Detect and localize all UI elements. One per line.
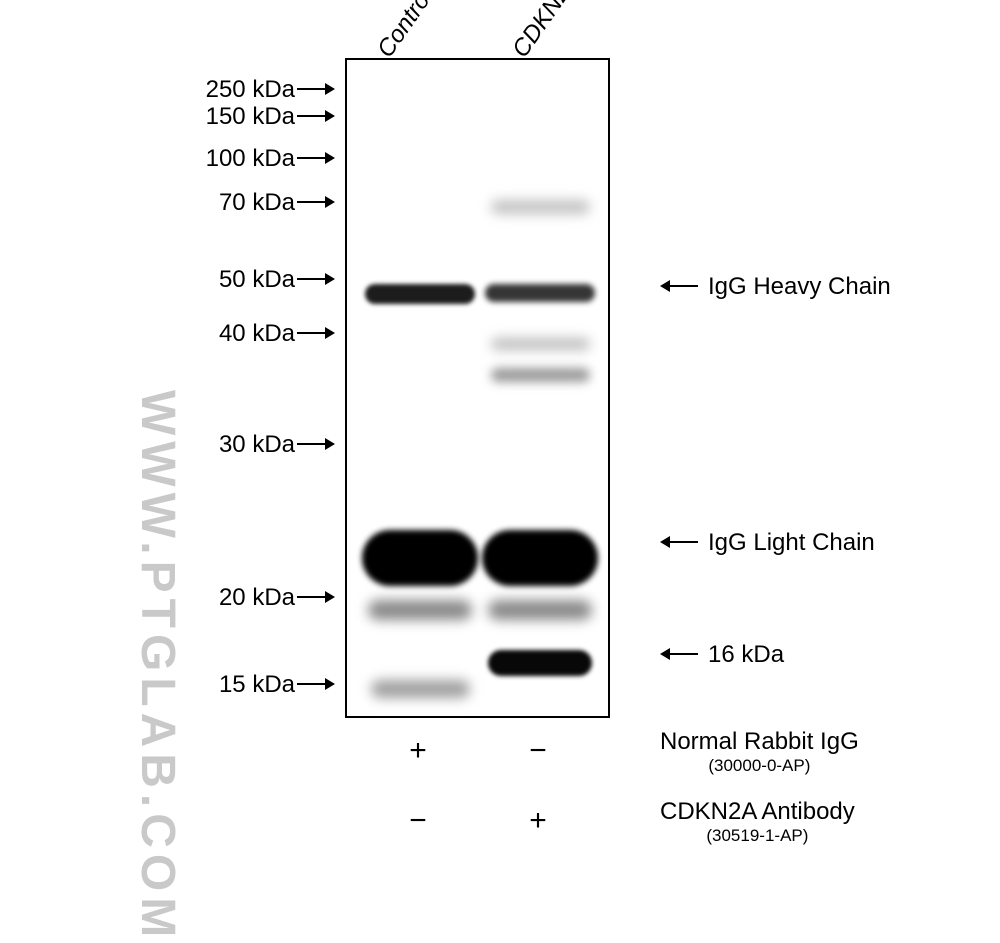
mw-marker-text: 100 kDa xyxy=(206,145,295,173)
band-annotation: IgG Heavy Chain xyxy=(660,273,891,301)
mw-marker-label: 15 kDa xyxy=(219,671,335,699)
arrow-right-icon xyxy=(297,436,335,452)
blot-band xyxy=(491,338,590,350)
mw-marker-label: 30 kDa xyxy=(219,431,335,459)
mw-marker-text: 30 kDa xyxy=(219,431,295,459)
lane-1 xyxy=(365,60,475,716)
mw-marker-text: 50 kDa xyxy=(219,266,295,294)
lane-2-header: CDKN2A xyxy=(507,0,586,63)
antibody-catalog: (30000-0-AP) xyxy=(660,756,859,776)
mw-marker-label: 250 kDa xyxy=(206,76,335,104)
arrow-left-icon xyxy=(660,646,698,662)
band-annotation-text: IgG Light Chain xyxy=(708,529,875,557)
mw-marker-label: 50 kDa xyxy=(219,266,335,294)
blot-band xyxy=(365,284,475,304)
antibody-name-block: CDKN2A Antibody(30519-1-AP) xyxy=(660,798,855,846)
mw-marker-label: 70 kDa xyxy=(219,189,335,217)
arrow-left-icon xyxy=(660,534,698,550)
mw-marker-text: 20 kDa xyxy=(219,584,295,612)
antibody-lane2-sign: − xyxy=(524,734,552,768)
blot-band xyxy=(368,600,473,620)
antibody-name: Normal Rabbit IgG xyxy=(660,728,859,756)
blot-band xyxy=(491,200,590,214)
blot-band xyxy=(482,530,598,586)
mw-marker-label: 150 kDa xyxy=(206,103,335,131)
arrow-right-icon xyxy=(297,325,335,341)
blot-band xyxy=(491,368,590,382)
blot-band xyxy=(371,680,470,698)
mw-marker-text: 40 kDa xyxy=(219,320,295,348)
arrow-right-icon xyxy=(297,194,335,210)
lane-2 xyxy=(485,60,595,716)
lane-1-header: Control IgG xyxy=(372,0,465,63)
mw-marker-text: 15 kDa xyxy=(219,671,295,699)
figure-container: WWW.PTGLAB.COM Control IgG CDKN2A 250 kD… xyxy=(0,0,1000,903)
arrow-right-icon xyxy=(297,676,335,692)
band-annotation-text: IgG Heavy Chain xyxy=(708,273,891,301)
mw-marker-text: 150 kDa xyxy=(206,103,295,131)
mw-marker-label: 40 kDa xyxy=(219,320,335,348)
band-annotation: 16 kDa xyxy=(660,641,784,669)
antibody-lane1-sign: + xyxy=(404,734,432,768)
blot-band xyxy=(485,284,595,302)
antibody-lane2-sign: + xyxy=(524,804,552,838)
arrow-right-icon xyxy=(297,108,335,124)
antibody-catalog: (30519-1-AP) xyxy=(660,826,855,846)
blot-band xyxy=(362,530,478,586)
arrow-right-icon xyxy=(297,150,335,166)
mw-marker-text: 70 kDa xyxy=(219,189,295,217)
mw-marker-label: 100 kDa xyxy=(206,145,335,173)
antibody-name: CDKN2A Antibody xyxy=(660,798,855,826)
antibody-lane1-sign: − xyxy=(404,804,432,838)
arrow-right-icon xyxy=(297,589,335,605)
arrow-left-icon xyxy=(660,278,698,294)
western-blot-membrane xyxy=(345,58,610,718)
antibody-name-block: Normal Rabbit IgG(30000-0-AP) xyxy=(660,728,859,776)
blot-band xyxy=(488,600,593,620)
arrow-right-icon xyxy=(297,271,335,287)
mw-marker-label: 20 kDa xyxy=(219,584,335,612)
band-annotation-text: 16 kDa xyxy=(708,641,784,669)
watermark-text: WWW.PTGLAB.COM xyxy=(130,390,185,943)
band-annotation: IgG Light Chain xyxy=(660,529,875,557)
arrow-right-icon xyxy=(297,81,335,97)
mw-marker-text: 250 kDa xyxy=(206,76,295,104)
blot-band xyxy=(488,650,593,676)
